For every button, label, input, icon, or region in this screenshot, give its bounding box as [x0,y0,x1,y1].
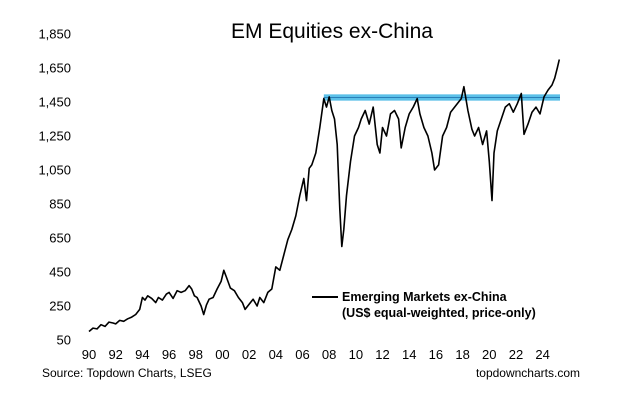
x-axis: 90 92 94 96 98 00 02 04 06 08 10 12 14 16 18 20 22 24 [82,347,550,362]
x-tick-label: 06 [295,347,309,362]
legend: Emerging Markets ex-China (US$ equal-wei… [312,290,536,320]
x-tick-label: 20 [482,347,496,362]
y-tick-label: 450 [49,265,71,280]
x-tick-label: 00 [215,347,229,362]
x-tick-label: 12 [375,347,389,362]
x-tick-label: 24 [535,347,549,362]
x-tick-label: 96 [162,347,176,362]
site-credit: topdowncharts.com [476,366,580,380]
chart-title: EM Equities ex-China [231,20,433,43]
resistance-band [323,94,560,101]
x-tick-label: 90 [82,347,96,362]
x-tick-label: 22 [509,347,523,362]
series-layer [88,59,561,333]
y-tick-label: 650 [49,231,71,246]
x-tick-label: 94 [135,347,149,362]
x-tick-label: 04 [269,347,283,362]
y-tick-label: 1,250 [38,129,71,144]
legend-label-line1: Emerging Markets ex-China [342,290,508,304]
y-tick-label: 1,850 [38,27,71,42]
x-tick-label: 98 [189,347,203,362]
source-note: Source: Topdown Charts, LSEG [42,366,212,380]
x-tick-label: 10 [349,347,363,362]
y-tick-label: 1,050 [38,163,71,178]
y-tick-label: 50 [57,333,71,348]
x-tick-label: 16 [429,347,443,362]
series-line [88,59,561,333]
y-tick-label: 850 [49,197,71,212]
y-tick-label: 1,450 [38,95,71,110]
x-tick-label: 02 [242,347,256,362]
x-tick-label: 92 [108,347,122,362]
x-tick-label: 14 [402,347,416,362]
legend-label-line2: (US$ equal-weighted, price-only) [342,306,536,320]
y-axis: 50 250 450 650 850 1,050 1,250 1,450 1,650 1,850 [38,27,71,348]
y-tick-label: 1,650 [38,61,71,76]
y-tick-label: 250 [49,299,71,314]
x-tick-label: 08 [322,347,336,362]
x-tick-label: 18 [455,347,469,362]
